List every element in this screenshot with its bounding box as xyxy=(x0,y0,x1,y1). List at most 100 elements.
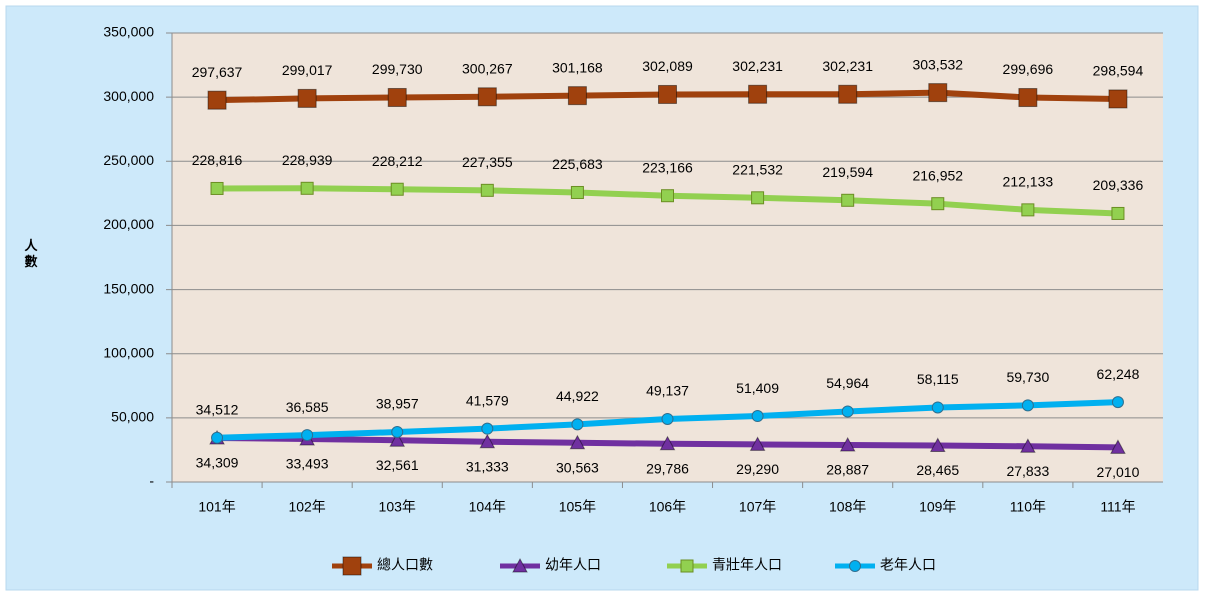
marker xyxy=(301,429,314,442)
y-tick-label: 350,000 xyxy=(103,24,154,40)
marker xyxy=(479,433,496,449)
data-label: 33,493 xyxy=(286,456,329,472)
data-label: 49,137 xyxy=(646,383,689,399)
data-label: 228,816 xyxy=(192,152,243,168)
data-label: 228,212 xyxy=(372,153,423,169)
marker xyxy=(210,181,224,195)
marker xyxy=(391,426,404,439)
marker xyxy=(1111,396,1124,409)
marker xyxy=(1111,206,1125,220)
marker xyxy=(571,418,584,431)
marker xyxy=(751,410,764,423)
data-label: 219,594 xyxy=(822,164,873,180)
marker xyxy=(512,557,528,573)
data-label: 28,887 xyxy=(826,462,869,478)
data-label: 221,532 xyxy=(732,162,783,178)
y-tick-label: 100,000 xyxy=(103,344,154,360)
y-tick-label: 50,000 xyxy=(111,409,154,425)
x-tick-label: 109年 xyxy=(919,499,956,515)
marker xyxy=(389,432,406,447)
x-tick-label: 108年 xyxy=(829,499,866,515)
x-tick-label: 105年 xyxy=(559,499,596,515)
x-tick-label: 110年 xyxy=(1010,499,1046,515)
marker xyxy=(480,183,494,197)
data-label: 29,786 xyxy=(646,460,689,476)
marker xyxy=(477,87,497,107)
marker xyxy=(1020,438,1036,453)
data-label: 299,017 xyxy=(282,62,333,78)
data-label: 27,833 xyxy=(1006,463,1049,479)
x-tick-label: 102年 xyxy=(288,499,325,515)
marker xyxy=(839,436,856,452)
data-label: 29,290 xyxy=(736,461,779,477)
data-label: 228,939 xyxy=(282,152,333,168)
data-label: 54,964 xyxy=(826,375,869,391)
x-tick-label: 106年 xyxy=(649,499,686,515)
data-label: 28,465 xyxy=(916,462,959,478)
marker xyxy=(1110,439,1126,454)
legend-label: 幼年人口 xyxy=(545,557,601,573)
data-label: 44,922 xyxy=(556,388,599,404)
marker xyxy=(1021,399,1034,412)
marker xyxy=(297,88,317,108)
data-label: 30,563 xyxy=(556,459,599,475)
marker xyxy=(928,83,948,103)
y-tick-label: 200,000 xyxy=(103,216,154,232)
marker xyxy=(929,437,946,452)
marker xyxy=(661,189,674,203)
y-tick-label: - xyxy=(149,473,154,489)
data-label: 303,532 xyxy=(912,56,963,72)
marker xyxy=(481,422,494,435)
marker xyxy=(300,181,314,195)
y-tick-label: 300,000 xyxy=(103,88,154,104)
data-label: 31,333 xyxy=(466,459,509,475)
marker xyxy=(658,84,677,104)
data-label: 302,089 xyxy=(642,58,693,74)
data-label: 34,309 xyxy=(196,455,239,471)
marker xyxy=(751,191,765,205)
marker xyxy=(1108,89,1128,109)
data-label: 301,168 xyxy=(552,59,603,75)
y-tick-label: 250,000 xyxy=(103,152,154,168)
data-label: 34,512 xyxy=(196,401,239,417)
data-label: 300,267 xyxy=(462,61,513,77)
x-tick-label: 103年 xyxy=(379,499,416,515)
data-label: 297,637 xyxy=(192,64,243,80)
marker xyxy=(390,182,404,196)
data-label: 36,585 xyxy=(286,399,329,415)
marker xyxy=(1021,203,1035,217)
data-label: 51,409 xyxy=(736,380,779,396)
marker xyxy=(342,556,362,576)
data-label: 299,730 xyxy=(372,61,423,77)
data-label: 302,231 xyxy=(732,58,783,74)
marker xyxy=(849,560,861,572)
marker xyxy=(659,435,676,451)
marker xyxy=(661,412,674,425)
data-label: 27,010 xyxy=(1097,464,1140,480)
data-label: 302,231 xyxy=(822,58,873,74)
data-label: 299,696 xyxy=(1003,61,1054,77)
data-label: 298,594 xyxy=(1093,63,1144,79)
data-label: 59,730 xyxy=(1006,369,1049,385)
data-label: 225,683 xyxy=(552,156,603,172)
x-tick-label: 107年 xyxy=(739,499,776,515)
marker xyxy=(841,193,855,207)
x-tick-label: 111年 xyxy=(1100,499,1135,515)
marker xyxy=(567,86,587,106)
marker xyxy=(931,197,945,211)
data-label: 216,952 xyxy=(912,167,963,183)
legend-label: 青壯年人口 xyxy=(712,557,782,573)
marker xyxy=(748,84,768,104)
data-label: 41,579 xyxy=(466,392,509,408)
marker xyxy=(570,185,584,199)
y-tick-label: 150,000 xyxy=(103,280,154,296)
y-axis-label: 人數 xyxy=(24,238,38,269)
data-label: 38,957 xyxy=(376,396,419,412)
data-label: 223,166 xyxy=(642,159,693,175)
marker xyxy=(1018,88,1038,108)
data-label: 62,248 xyxy=(1097,366,1140,382)
marker xyxy=(387,87,407,107)
legend-label: 總人口數 xyxy=(377,557,433,573)
